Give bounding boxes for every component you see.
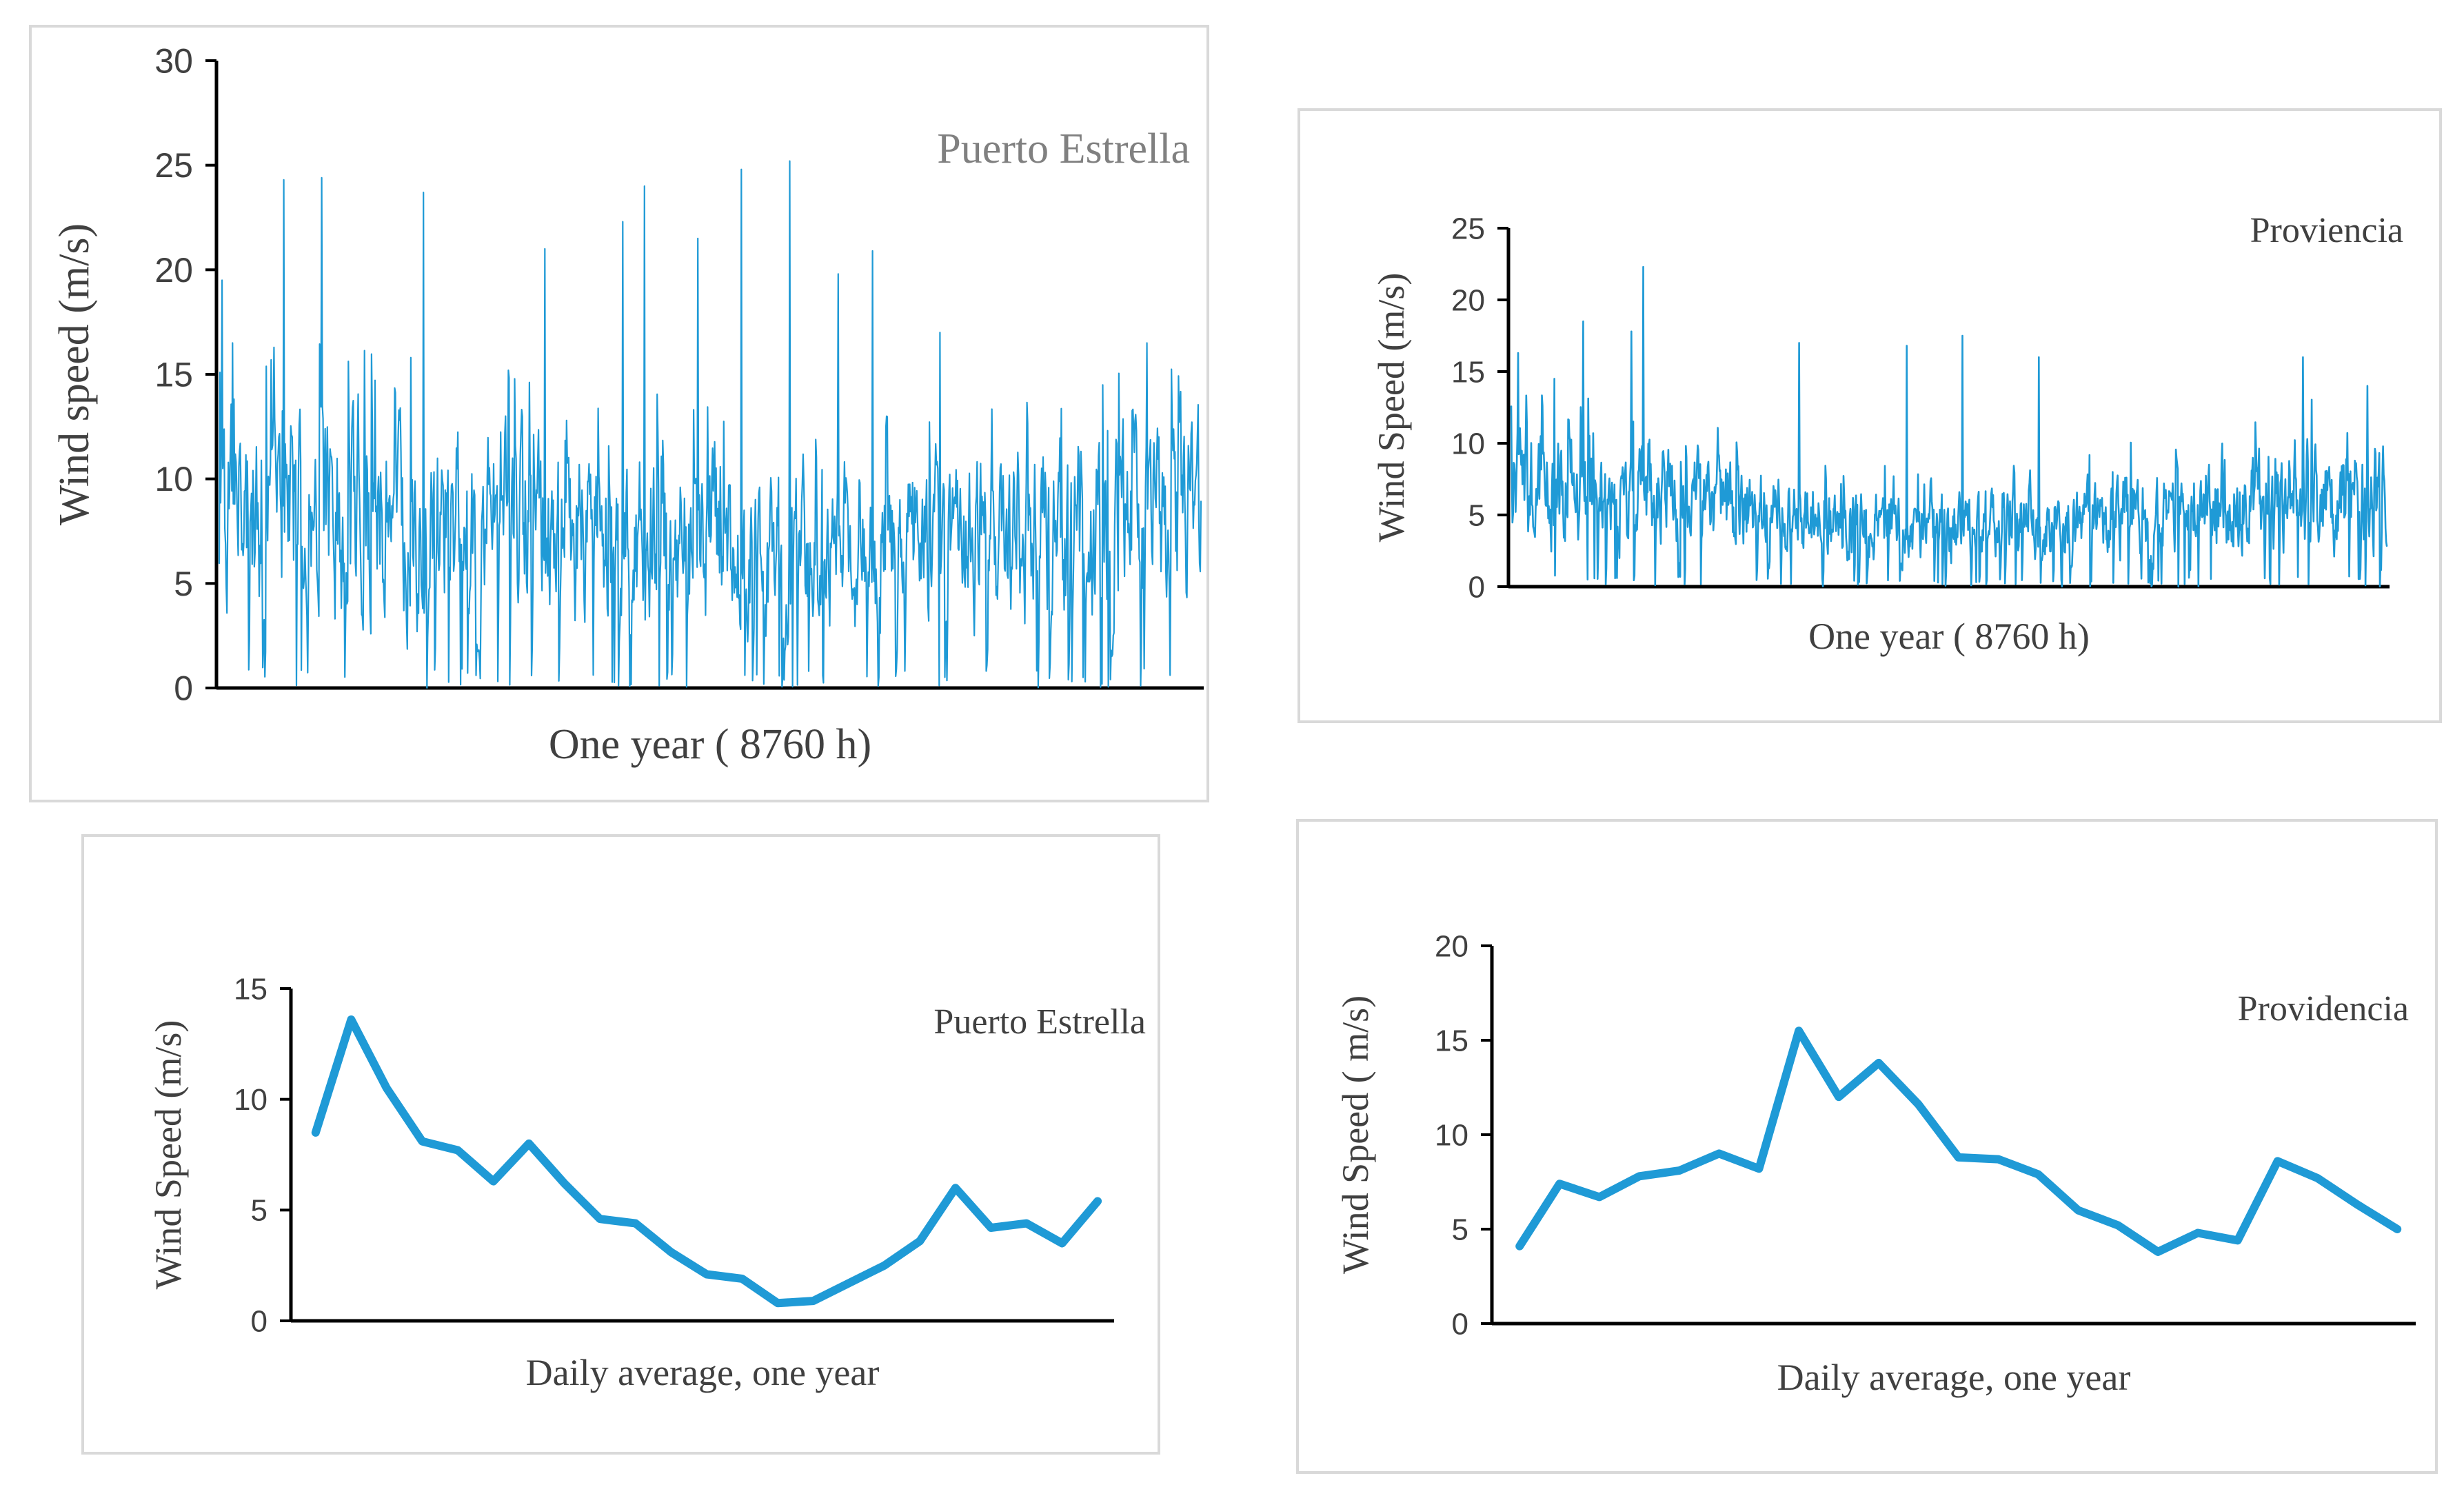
y-tick-label: 5 xyxy=(251,1194,267,1228)
y-axis-title: Wind Speed (m/s) xyxy=(148,1020,189,1290)
y-tick-label: 10 xyxy=(1451,427,1485,460)
y-tick-label: 30 xyxy=(154,42,193,81)
y-tick-label: 25 xyxy=(1451,212,1485,245)
y-tick-label: 25 xyxy=(154,146,193,185)
chart-panel-providencia-hourly: 0 5 10 15 20 25 Proviencia One year ( 8760 h) Wi… xyxy=(1297,108,2442,723)
series-line xyxy=(218,160,1202,689)
y-tick-label: 15 xyxy=(1435,1024,1468,1057)
chart-puerto-daily: 0 5 10 15 Puerto Estrella Daily average, one … xyxy=(148,972,1146,1393)
chart-title: Puerto Estrella xyxy=(937,125,1190,172)
chart-providencia-daily: 0 5 10 15 20 Providencia Daily average, one ye… xyxy=(1335,929,2416,1398)
x-axis-title: Daily average, one year xyxy=(526,1352,880,1393)
y-tick-label: 10 xyxy=(1435,1118,1468,1152)
chart-panel-puerto-daily: 0 5 10 15 Puerto Estrella Daily average, one … xyxy=(81,834,1160,1455)
y-tick-label: 5 xyxy=(1452,1213,1468,1246)
y-tick-label: 15 xyxy=(234,972,267,1006)
y-axis-title: Wind Speed ( m/s) xyxy=(1335,995,1376,1274)
y-tick-label: 5 xyxy=(174,565,193,603)
y-tick-label: 20 xyxy=(1435,929,1468,963)
y-tick-label: 0 xyxy=(1452,1307,1468,1341)
y-tick-label: 10 xyxy=(234,1083,267,1117)
y-axis-title: Wind speed (m/s) xyxy=(51,223,98,525)
x-axis-title: One year ( 8760 h) xyxy=(1808,616,2090,657)
chart-puerto-hourly: 0 5 10 15 20 25 30 Puerto Estrella One year ( 87… xyxy=(51,42,1204,768)
y-tick-label: 5 xyxy=(1468,498,1485,532)
chart-providencia-hourly: 0 5 10 15 20 25 Proviencia One year ( 8760 h) Wi… xyxy=(1371,211,2403,657)
chart-title: Providencia xyxy=(2238,989,2409,1029)
y-tick-label: 10 xyxy=(154,460,193,498)
y-tick-label: 15 xyxy=(1451,355,1485,389)
series-line xyxy=(1515,1026,2402,1256)
y-axis-title: Wind Speed (m/s) xyxy=(1371,273,1412,543)
x-axis-title: One year ( 8760 h) xyxy=(549,721,871,768)
y-tick-label: 0 xyxy=(1468,570,1485,604)
series-line xyxy=(311,1015,1102,1308)
chart-panel-puerto-hourly: 0 5 10 15 20 25 30 Puerto Estrella One year ( 87… xyxy=(29,25,1209,802)
y-tick-label: 0 xyxy=(251,1304,267,1338)
y-tick-label: 20 xyxy=(154,251,193,290)
chart-title: Proviencia xyxy=(2250,211,2403,250)
chart-title: Puerto Estrella xyxy=(933,1002,1146,1042)
x-axis-title: Daily average, one year xyxy=(1777,1357,2131,1398)
chart-panel-providencia-daily: 0 5 10 15 20 Providencia Daily average, one ye… xyxy=(1296,819,2438,1474)
y-tick-label: 20 xyxy=(1451,283,1485,317)
series-line xyxy=(1510,265,2388,588)
y-tick-label: 0 xyxy=(174,669,193,708)
y-tick-label: 15 xyxy=(154,356,193,394)
